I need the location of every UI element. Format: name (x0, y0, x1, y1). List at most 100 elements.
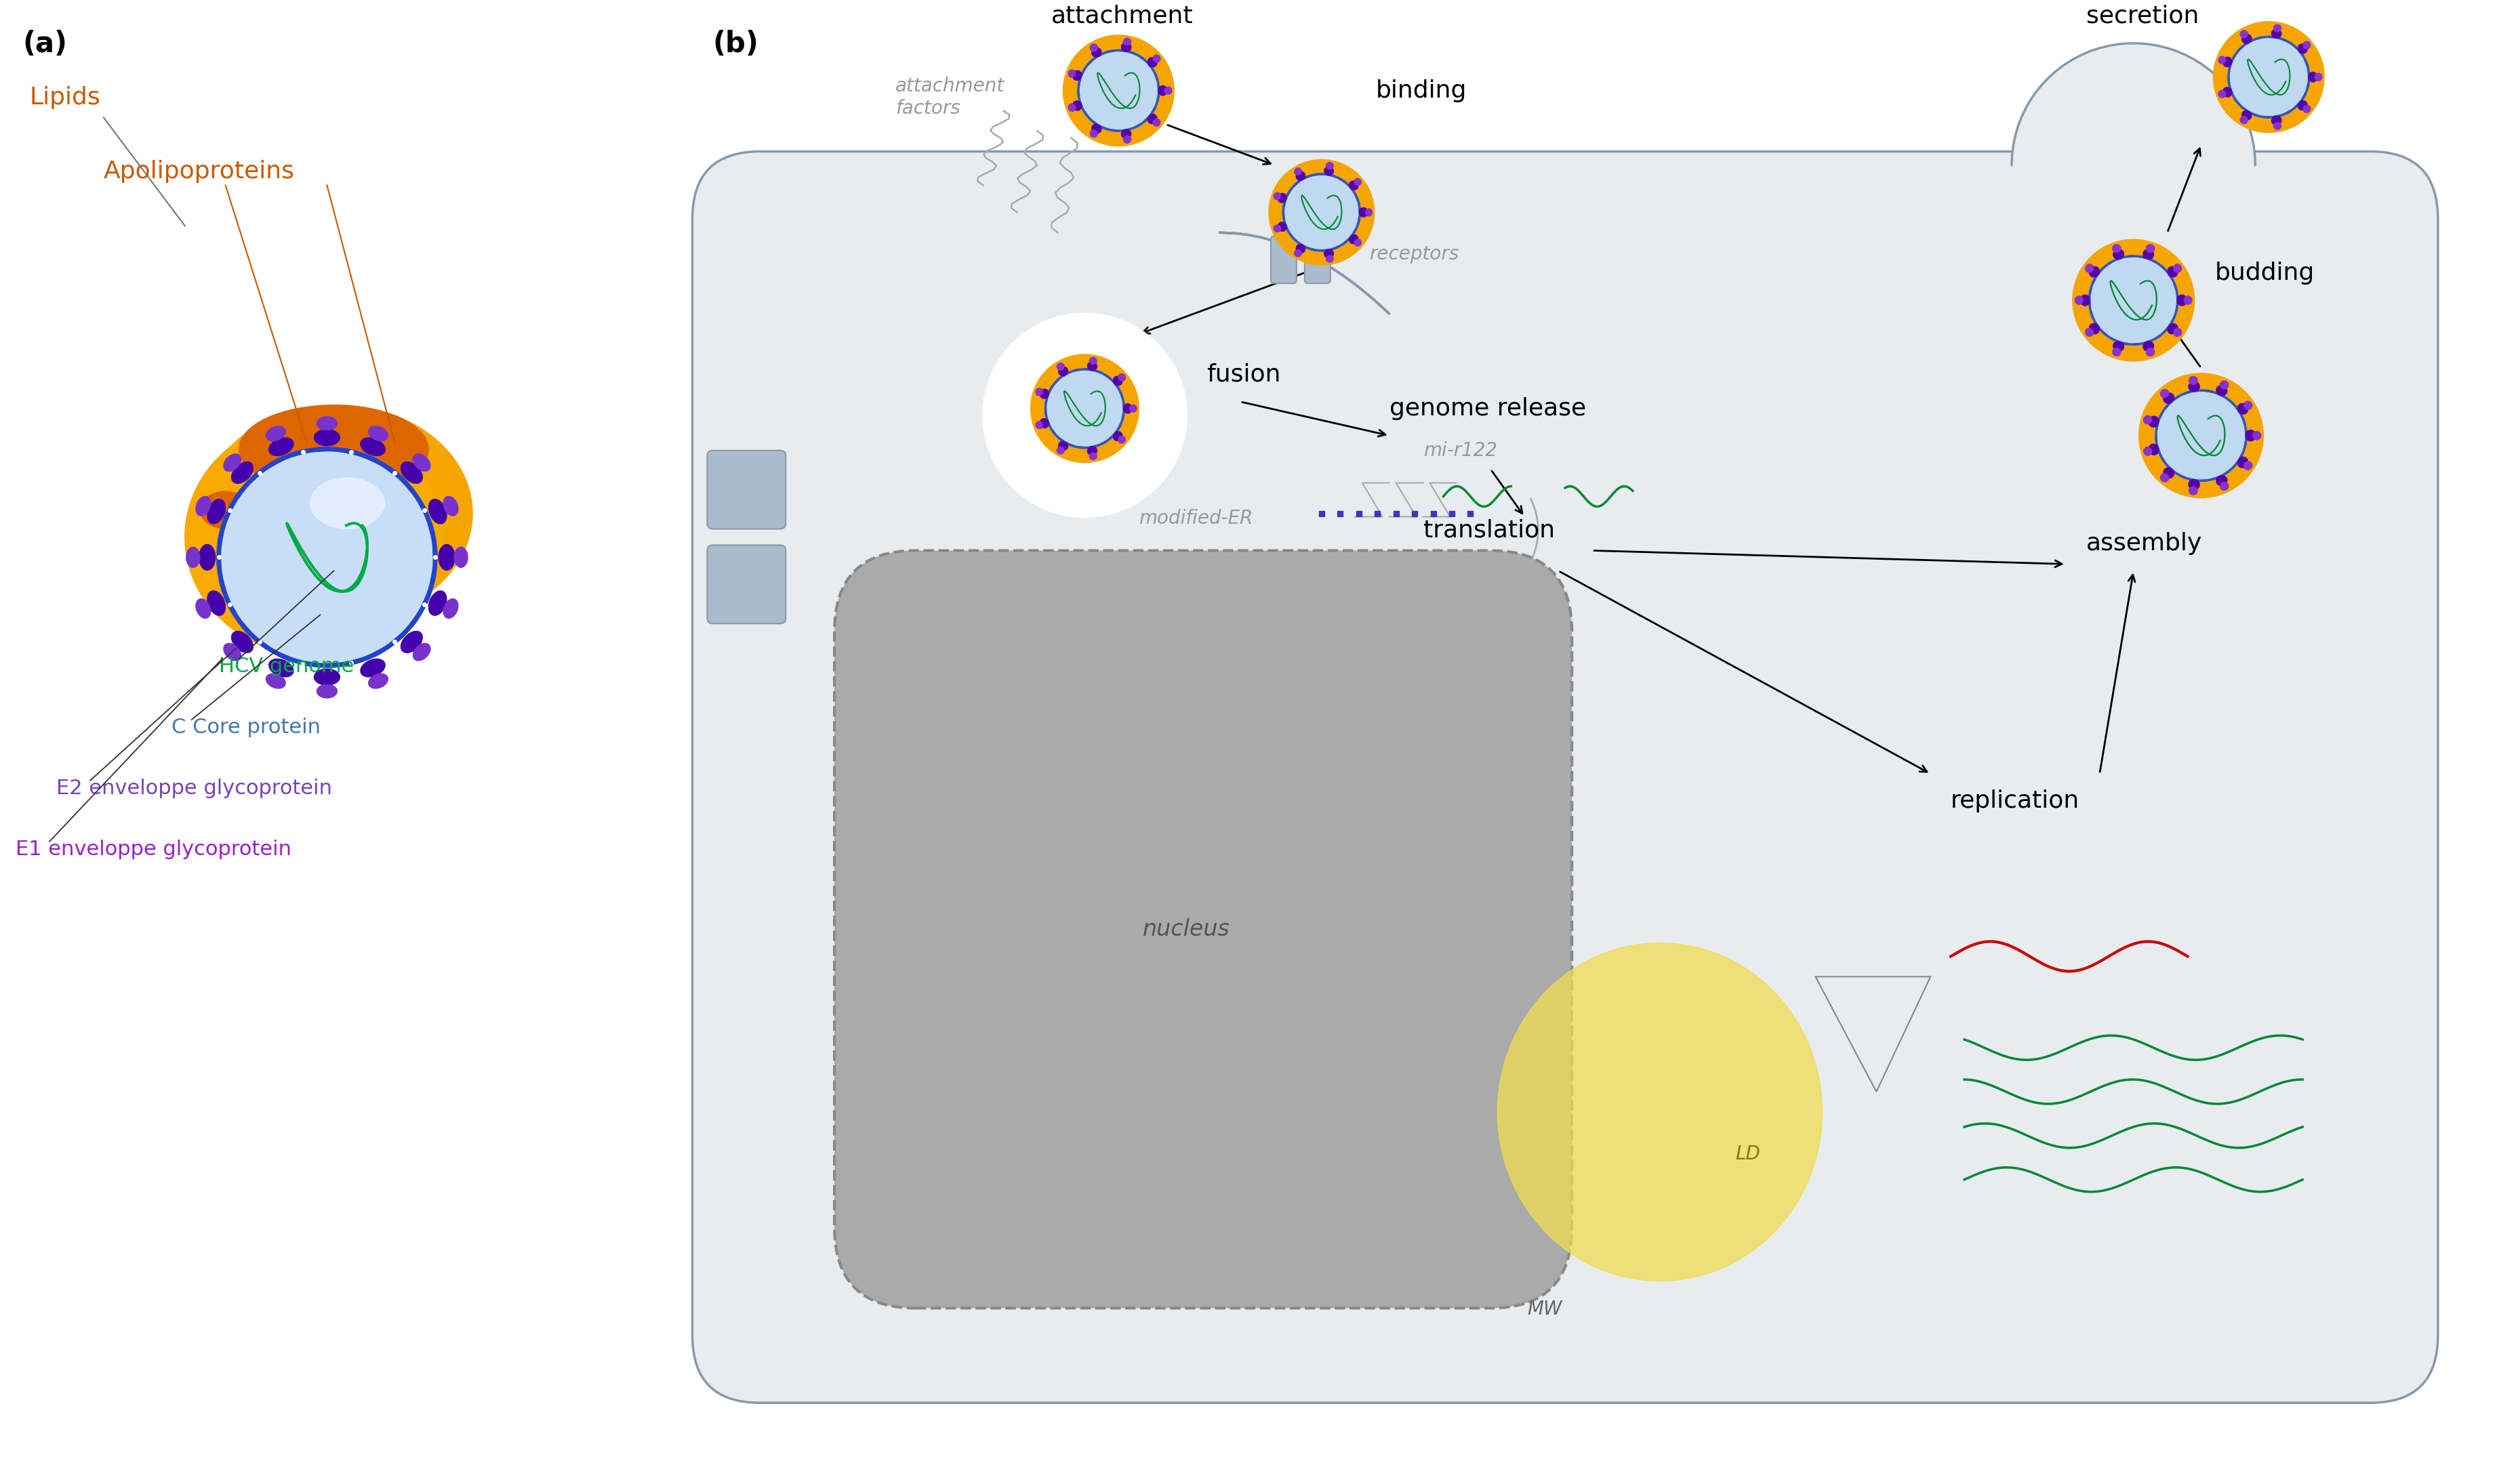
Text: C Core protein: C Core protein (172, 718, 320, 738)
Ellipse shape (1323, 249, 1333, 258)
Ellipse shape (2217, 386, 2227, 396)
Ellipse shape (1348, 234, 1358, 243)
Text: (b): (b) (712, 30, 759, 58)
Ellipse shape (1353, 239, 1361, 246)
Ellipse shape (1326, 162, 1333, 169)
Ellipse shape (2160, 389, 2170, 398)
Ellipse shape (185, 418, 442, 656)
Ellipse shape (2220, 482, 2227, 490)
Ellipse shape (2090, 324, 2100, 334)
Text: translation: translation (1423, 519, 1556, 542)
Ellipse shape (315, 429, 340, 445)
Ellipse shape (1278, 193, 1286, 203)
Ellipse shape (1069, 104, 1076, 111)
Ellipse shape (1323, 166, 1333, 175)
Text: replication: replication (1950, 789, 2080, 812)
Ellipse shape (2112, 349, 2120, 356)
Ellipse shape (2245, 462, 2252, 470)
Ellipse shape (1089, 362, 1096, 371)
Ellipse shape (225, 454, 240, 472)
Ellipse shape (1149, 58, 1156, 67)
Ellipse shape (2190, 381, 2200, 392)
Ellipse shape (317, 417, 337, 430)
Ellipse shape (2242, 34, 2252, 43)
Ellipse shape (2240, 30, 2247, 37)
FancyBboxPatch shape (1303, 236, 1331, 283)
Ellipse shape (267, 426, 285, 441)
Ellipse shape (2080, 295, 2090, 306)
Ellipse shape (1293, 168, 1301, 175)
Ellipse shape (2147, 444, 2160, 456)
Ellipse shape (412, 644, 429, 660)
Ellipse shape (444, 600, 457, 619)
Ellipse shape (2155, 390, 2247, 481)
Ellipse shape (2217, 56, 2225, 64)
Ellipse shape (1059, 367, 1069, 375)
Ellipse shape (2147, 245, 2155, 252)
Ellipse shape (412, 454, 429, 472)
Ellipse shape (2302, 42, 2310, 49)
Ellipse shape (317, 684, 337, 697)
Ellipse shape (2307, 73, 2317, 82)
Ellipse shape (2090, 257, 2177, 344)
Ellipse shape (2162, 393, 2175, 404)
Ellipse shape (2245, 401, 2252, 410)
Ellipse shape (2112, 249, 2125, 260)
Ellipse shape (2217, 91, 2225, 98)
Ellipse shape (1154, 55, 1161, 62)
Ellipse shape (1036, 389, 1044, 396)
Ellipse shape (1069, 70, 1076, 77)
Ellipse shape (267, 674, 285, 689)
Ellipse shape (1283, 174, 1361, 251)
Ellipse shape (370, 426, 387, 441)
Ellipse shape (1091, 47, 1101, 56)
Ellipse shape (2315, 73, 2322, 80)
Text: genome release: genome release (1388, 396, 1586, 420)
Ellipse shape (2297, 101, 2307, 110)
Ellipse shape (444, 496, 457, 516)
Text: Apolipoproteins: Apolipoproteins (105, 160, 295, 183)
Ellipse shape (2112, 341, 2125, 352)
Ellipse shape (2275, 122, 2282, 129)
Ellipse shape (2177, 295, 2187, 306)
Ellipse shape (429, 591, 447, 616)
Ellipse shape (310, 478, 385, 528)
Ellipse shape (402, 462, 422, 484)
Ellipse shape (2190, 479, 2200, 490)
Ellipse shape (1366, 209, 1373, 215)
Ellipse shape (360, 438, 385, 456)
Text: receptors: receptors (1368, 245, 1458, 264)
Ellipse shape (1296, 172, 1306, 181)
FancyBboxPatch shape (692, 151, 2437, 1402)
Ellipse shape (1039, 418, 1049, 427)
Text: modified-ER: modified-ER (1139, 509, 1253, 527)
Ellipse shape (1273, 226, 1281, 232)
Ellipse shape (207, 591, 225, 616)
Ellipse shape (2140, 374, 2262, 497)
Ellipse shape (220, 450, 434, 665)
Ellipse shape (1119, 374, 1126, 381)
Ellipse shape (270, 659, 295, 677)
Ellipse shape (2237, 404, 2247, 414)
Ellipse shape (1056, 447, 1064, 454)
Ellipse shape (2217, 475, 2227, 485)
Text: binding: binding (1376, 79, 1466, 102)
Ellipse shape (2142, 447, 2152, 456)
Ellipse shape (1074, 101, 1081, 110)
Ellipse shape (1313, 178, 1341, 199)
Ellipse shape (1353, 178, 1361, 186)
Ellipse shape (1031, 355, 1139, 463)
Ellipse shape (402, 631, 422, 653)
Ellipse shape (1089, 447, 1096, 456)
Ellipse shape (2212, 22, 2325, 132)
Ellipse shape (2185, 297, 2192, 304)
Text: attachment: attachment (1051, 4, 1194, 28)
Ellipse shape (1121, 43, 1131, 52)
Ellipse shape (1036, 421, 1044, 429)
Ellipse shape (240, 405, 429, 493)
Ellipse shape (2172, 264, 2182, 273)
Text: fusion: fusion (1206, 364, 1281, 386)
Ellipse shape (225, 644, 240, 660)
Ellipse shape (1091, 45, 1099, 52)
Ellipse shape (1089, 358, 1096, 364)
